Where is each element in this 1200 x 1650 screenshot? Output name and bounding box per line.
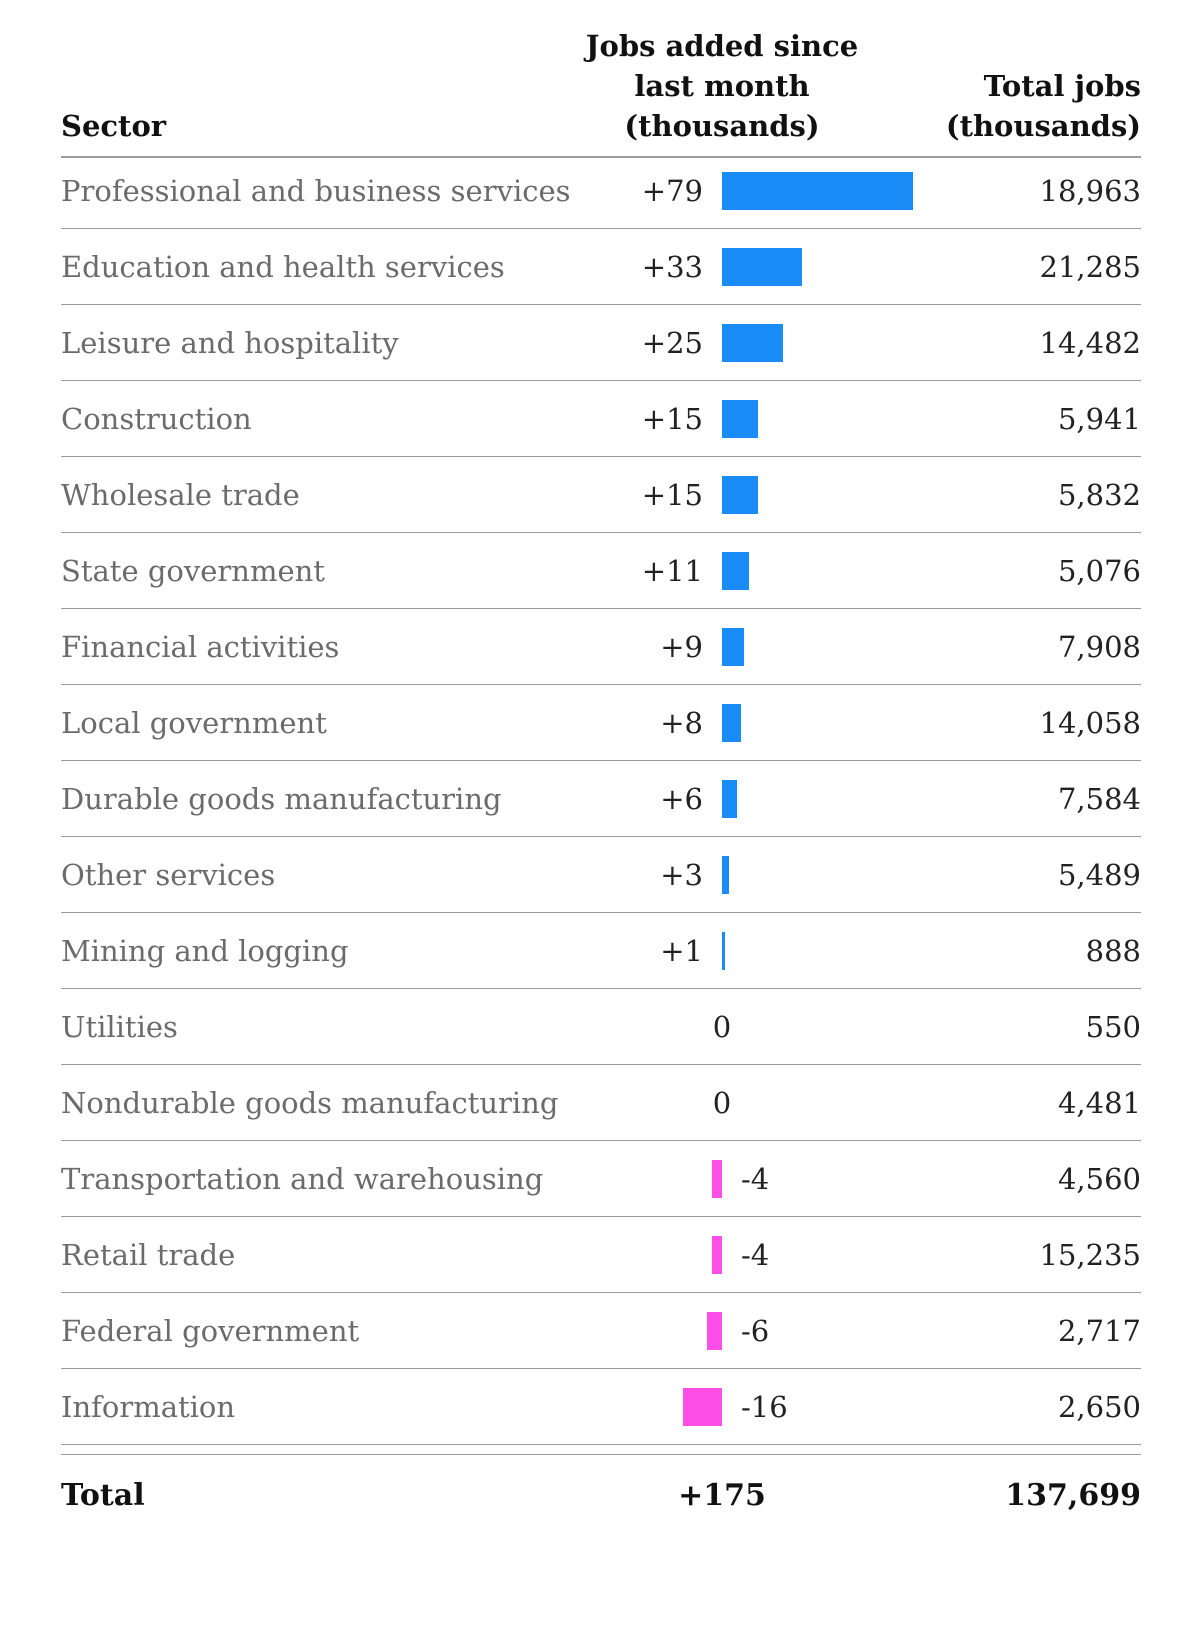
jobs-added-header-line: last month [634, 69, 810, 103]
sector-name: Utilities [61, 1010, 178, 1044]
total-jobs-value: 14,482 [1039, 326, 1141, 360]
positive-change-bar [722, 704, 742, 742]
sector-name: Durable goods manufacturing [61, 782, 502, 816]
total-jobs-value: 14,058 [1039, 706, 1141, 740]
total-jobs-value: 2,650 [1057, 1390, 1141, 1424]
table-row: Local government +8 14,058 [61, 685, 1141, 761]
positive-change-bar [722, 628, 744, 666]
sector-name: Information [61, 1390, 236, 1424]
sector-name: Construction [61, 402, 252, 436]
table-row: Utilities 0 550 [61, 989, 1141, 1065]
total-jobs-value: 5,832 [1057, 478, 1141, 512]
jobs-added-value: +9 [660, 630, 703, 664]
table-row: Mining and logging +1 888 [61, 913, 1141, 989]
jobs-added-value: +8 [660, 706, 703, 740]
positive-change-bar [722, 172, 914, 210]
total-jobs-column-header: Total jobs (thousands) [946, 66, 1141, 146]
table-row: Nondurable goods manufacturing 0 4,481 [61, 1065, 1141, 1141]
positive-change-bar [722, 932, 725, 970]
jobs-by-sector-table: Sector Jobs added since last month (thou… [61, 0, 1141, 1650]
table-row: Durable goods manufacturing +6 7,584 [61, 761, 1141, 837]
negative-change-bar [712, 1236, 722, 1274]
jobs-added-value: 0 [712, 1086, 732, 1120]
jobs-added-value: +25 [641, 326, 703, 360]
sector-name: Other services [61, 858, 276, 892]
positive-change-bar [722, 248, 802, 286]
total-jobs-value: 5,489 [1057, 858, 1141, 892]
sector-name: Federal government [61, 1314, 360, 1348]
total-label: Total [61, 1478, 145, 1513]
sector-name: Professional and business services [61, 174, 571, 208]
jobs-added-value: -4 [741, 1238, 770, 1272]
total-row: Total +175 137,699 [61, 1456, 1141, 1536]
total-jobs-value: 5,941 [1057, 402, 1141, 436]
table-row: State government +11 5,076 [61, 533, 1141, 609]
jobs-added-value: +3 [660, 858, 703, 892]
jobs-added-value: -4 [741, 1162, 770, 1196]
table-row: Wholesale trade +15 5,832 [61, 457, 1141, 533]
jobs-added-value: +1 [660, 934, 703, 968]
positive-change-bar [722, 552, 749, 590]
sector-name: Transportation and warehousing [61, 1162, 544, 1196]
negative-change-bar [712, 1160, 722, 1198]
total-jobs-value: 888 [1085, 934, 1141, 968]
sector-name: Education and health services [61, 250, 505, 284]
total-jobs-sum: 137,699 [1005, 1478, 1141, 1513]
total-jobs-value: 18,963 [1039, 174, 1141, 208]
jobs-added-value: +15 [641, 402, 703, 436]
sector-name: Local government [61, 706, 327, 740]
table-row: Transportation and warehousing -4 4,560 [61, 1141, 1141, 1217]
sector-name: Financial activities [61, 630, 340, 664]
total-jobs-value: 4,481 [1057, 1086, 1141, 1120]
positive-change-bar [722, 324, 783, 362]
jobs-added-column-header: Jobs added since last month (thousands) [582, 26, 862, 146]
positive-change-bar [722, 400, 759, 438]
negative-change-bar [683, 1388, 722, 1426]
sector-name: Leisure and hospitality [61, 326, 399, 360]
total-jobs-header-line: (thousands) [945, 109, 1141, 143]
jobs-added-value: 0 [712, 1010, 732, 1044]
jobs-added-value: +33 [641, 250, 703, 284]
sector-name: Mining and logging [61, 934, 349, 968]
jobs-added-value: +11 [641, 554, 703, 588]
negative-change-bar [707, 1312, 722, 1350]
sector-name: Wholesale trade [61, 478, 300, 512]
jobs-added-value: +79 [641, 174, 703, 208]
positive-change-bar [722, 476, 759, 514]
sector-column-header: Sector [61, 109, 167, 143]
jobs-added-value: -16 [741, 1390, 788, 1424]
sector-name: Nondurable goods manufacturing [61, 1086, 559, 1120]
table-row: Information -16 2,650 [61, 1369, 1141, 1445]
total-jobs-value: 7,908 [1057, 630, 1141, 664]
jobs-added-value: +15 [641, 478, 703, 512]
total-jobs-value: 7,584 [1057, 782, 1141, 816]
sector-name: Retail trade [61, 1238, 236, 1272]
total-jobs-value: 21,285 [1039, 250, 1141, 284]
table-row: Professional and business services +79 18,… [61, 153, 1141, 229]
table-row: Other services +3 5,489 [61, 837, 1141, 913]
table-row: Construction +15 5,941 [61, 381, 1141, 457]
jobs-added-value: +6 [660, 782, 703, 816]
total-jobs-value: 550 [1085, 1010, 1141, 1044]
table-row: Federal government -6 2,717 [61, 1293, 1141, 1369]
total-divider [61, 1454, 1141, 1455]
positive-change-bar [722, 856, 730, 894]
table-row: Education and health services +33 21,285 [61, 229, 1141, 305]
total-jobs-value: 15,235 [1039, 1238, 1141, 1272]
total-jobs-value: 4,560 [1057, 1162, 1141, 1196]
table-header: Sector Jobs added since last month (thou… [61, 0, 1141, 158]
total-jobs-header-line: Total jobs [983, 69, 1141, 103]
jobs-added-header-line: Jobs added since [585, 29, 859, 63]
total-jobs-value: 5,076 [1057, 554, 1141, 588]
sector-name: State government [61, 554, 325, 588]
total-jobs-value: 2,717 [1057, 1314, 1141, 1348]
table-row: Retail trade -4 15,235 [61, 1217, 1141, 1293]
table-row: Leisure and hospitality +25 14,482 [61, 305, 1141, 381]
jobs-added-value: -6 [741, 1314, 770, 1348]
positive-change-bar [722, 780, 737, 818]
jobs-added-header-line: (thousands) [624, 109, 820, 143]
total-jobs-added: +175 [678, 1478, 766, 1513]
table-row: Financial activities +9 7,908 [61, 609, 1141, 685]
